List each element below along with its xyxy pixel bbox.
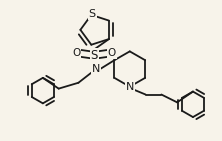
Text: S: S [91, 49, 98, 62]
Text: N: N [92, 64, 100, 74]
Text: S: S [89, 9, 96, 19]
Text: N: N [126, 82, 134, 92]
Text: O: O [72, 48, 81, 58]
Text: O: O [108, 48, 116, 58]
